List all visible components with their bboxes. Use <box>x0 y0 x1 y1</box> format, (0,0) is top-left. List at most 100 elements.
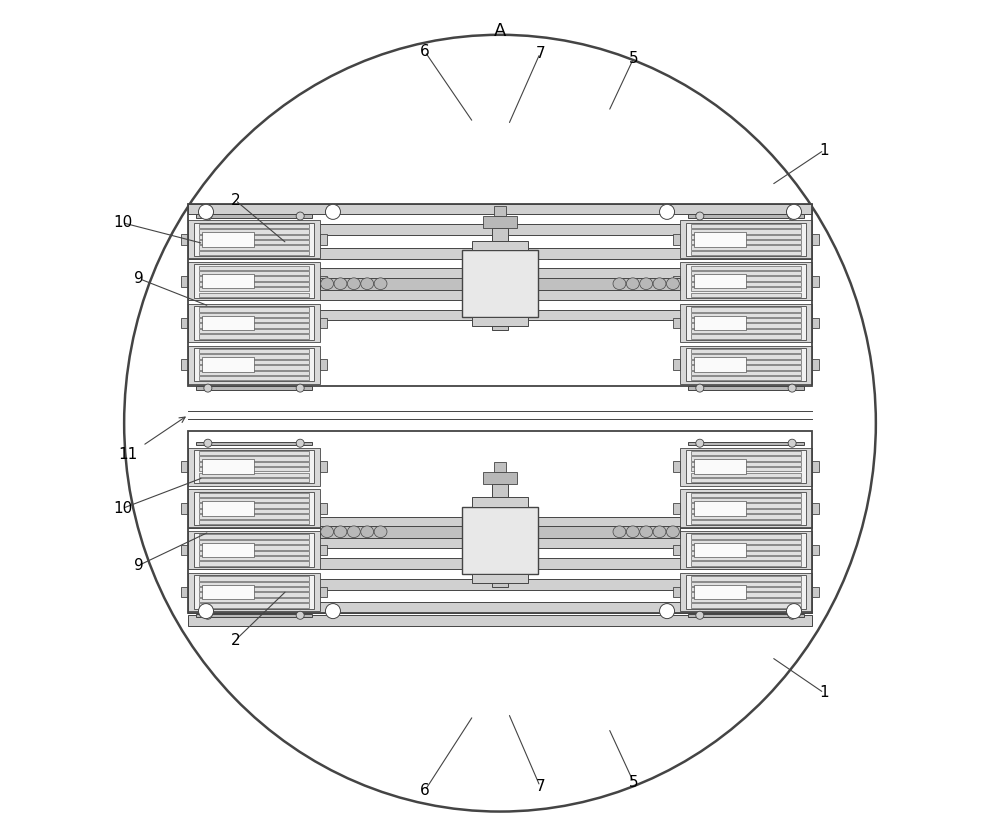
Ellipse shape <box>626 278 639 290</box>
Bar <box>691 556 801 561</box>
Bar <box>188 220 320 258</box>
Circle shape <box>788 384 796 392</box>
Bar <box>494 463 506 473</box>
Bar <box>199 603 309 608</box>
Bar <box>199 323 309 328</box>
Bar <box>694 585 746 599</box>
Bar <box>691 313 801 317</box>
Circle shape <box>296 611 304 619</box>
Ellipse shape <box>347 278 360 290</box>
Bar <box>188 615 812 626</box>
Bar <box>188 531 320 569</box>
Bar <box>472 573 528 583</box>
Bar <box>196 613 312 617</box>
Bar <box>181 276 188 287</box>
Bar <box>673 276 680 287</box>
Bar <box>188 489 320 527</box>
Bar <box>691 246 801 250</box>
Bar <box>199 535 309 539</box>
Bar <box>673 461 680 472</box>
Bar <box>199 308 309 312</box>
Bar <box>188 558 812 569</box>
Circle shape <box>296 384 304 392</box>
Bar <box>181 545 188 556</box>
Circle shape <box>788 439 796 447</box>
Bar <box>194 223 314 256</box>
Bar <box>812 503 819 514</box>
Circle shape <box>660 204 675 220</box>
Text: 5: 5 <box>629 50 638 65</box>
Bar <box>694 274 746 288</box>
Bar <box>680 346 812 384</box>
Bar <box>181 503 188 514</box>
Ellipse shape <box>613 278 626 290</box>
Bar <box>691 467 801 472</box>
Bar <box>691 577 801 581</box>
Bar <box>688 442 804 445</box>
Bar <box>199 318 309 323</box>
Bar <box>812 276 819 287</box>
Text: 2: 2 <box>230 193 240 208</box>
Bar <box>686 265 806 298</box>
Ellipse shape <box>666 278 679 290</box>
Bar <box>202 274 254 288</box>
Bar <box>199 577 309 581</box>
Bar <box>188 304 320 342</box>
Text: 7: 7 <box>535 46 545 60</box>
Bar <box>492 484 508 497</box>
Bar <box>812 587 819 597</box>
Bar <box>320 234 327 245</box>
Circle shape <box>204 611 212 619</box>
Circle shape <box>296 212 304 220</box>
Bar <box>199 224 309 228</box>
Bar <box>691 235 801 239</box>
Bar <box>199 509 309 513</box>
Bar <box>673 587 680 597</box>
Bar <box>812 461 819 472</box>
Bar <box>202 543 254 557</box>
Bar <box>680 304 812 342</box>
Bar <box>492 228 508 241</box>
Bar <box>691 224 801 228</box>
Bar <box>691 229 801 234</box>
Bar <box>691 473 801 477</box>
Bar <box>680 573 812 611</box>
Bar <box>320 360 327 370</box>
Bar <box>691 365 801 370</box>
Circle shape <box>296 439 304 447</box>
Ellipse shape <box>321 526 334 538</box>
Bar <box>199 365 309 370</box>
Bar <box>188 579 812 590</box>
Ellipse shape <box>653 278 666 290</box>
Ellipse shape <box>347 526 360 538</box>
Circle shape <box>198 603 214 618</box>
Bar <box>181 360 188 370</box>
Bar <box>188 204 812 215</box>
Bar <box>320 545 327 556</box>
Text: 5: 5 <box>629 775 638 790</box>
Bar <box>199 473 309 477</box>
Bar <box>680 262 812 300</box>
Bar <box>686 223 806 256</box>
Bar <box>199 313 309 317</box>
Bar <box>199 457 309 461</box>
Text: 7: 7 <box>535 779 545 794</box>
Bar <box>199 246 309 250</box>
Bar <box>483 473 517 484</box>
Bar <box>188 289 812 299</box>
Bar <box>472 317 528 327</box>
Text: 6: 6 <box>420 44 430 59</box>
Bar <box>691 354 801 359</box>
Bar <box>691 498 801 503</box>
Bar <box>691 587 801 592</box>
Bar <box>188 268 812 279</box>
Bar <box>320 276 327 287</box>
Bar <box>188 573 320 611</box>
Bar <box>812 318 819 328</box>
Bar <box>691 308 801 312</box>
Bar <box>199 334 309 339</box>
Bar <box>691 597 801 603</box>
Bar <box>691 328 801 334</box>
Bar <box>199 478 309 483</box>
Bar <box>691 451 801 455</box>
